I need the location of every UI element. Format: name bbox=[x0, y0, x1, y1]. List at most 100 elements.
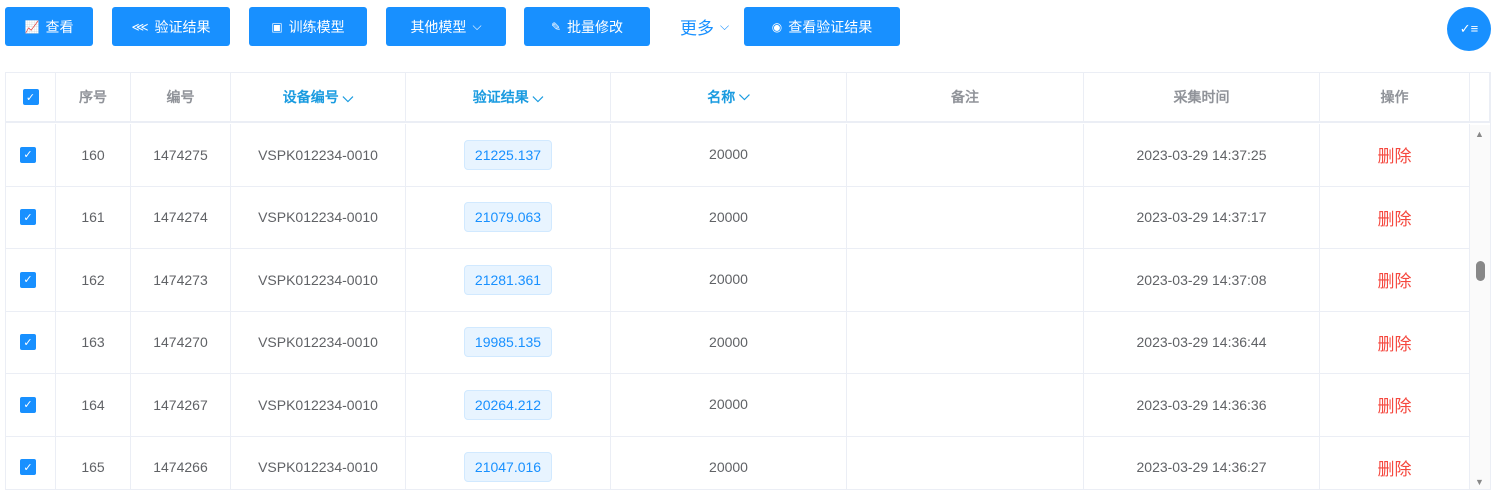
cell-action: 删除 bbox=[1320, 436, 1470, 489]
header-device[interactable]: 设备编号 ⌵ bbox=[231, 73, 406, 121]
table-row[interactable]: ✓ 160 1474275 VSPK012234-0010 21225.137 … bbox=[6, 124, 1470, 187]
header-time: 采集时间 bbox=[1084, 73, 1320, 121]
cell-name: 20000 bbox=[611, 124, 847, 186]
header-result[interactable]: 验证结果 ⌵ bbox=[406, 73, 611, 121]
select-all-checkbox[interactable]: ✓ bbox=[6, 73, 56, 121]
delete-link[interactable]: 删除 bbox=[1377, 397, 1412, 417]
cell-seq: 160 bbox=[56, 124, 131, 186]
eye-icon: ◉ bbox=[771, 19, 783, 34]
delete-link[interactable]: 删除 bbox=[1377, 459, 1412, 479]
cell-note bbox=[847, 124, 1084, 186]
other-models-dropdown[interactable]: 其他模型 ⌵ bbox=[386, 7, 506, 46]
cell-id: 1474275 bbox=[131, 124, 231, 186]
delete-link[interactable]: 删除 bbox=[1377, 272, 1412, 292]
cell-note bbox=[847, 311, 1084, 373]
view-verify-result-button[interactable]: ◉ 查看验证结果 bbox=[744, 7, 900, 46]
more-dropdown[interactable]: 更多 ⌵ bbox=[680, 7, 729, 46]
view-button[interactable]: 📈 查看 bbox=[5, 7, 93, 46]
cell-seq: 161 bbox=[56, 186, 131, 248]
check-icon: ✓ bbox=[22, 89, 39, 105]
cell-action: 删除 bbox=[1320, 311, 1470, 373]
cell-id: 1474273 bbox=[131, 249, 231, 311]
check-icon: ✓ bbox=[20, 459, 36, 476]
cell-time: 2023-03-29 14:37:08 bbox=[1084, 249, 1320, 311]
cell-device: VSPK012234-0010 bbox=[231, 249, 406, 311]
cell-note bbox=[847, 436, 1084, 489]
cell-note bbox=[847, 186, 1084, 248]
cell-result: 20264.212 bbox=[406, 374, 611, 436]
header-result-label: 验证结果 bbox=[472, 89, 529, 105]
row-checkbox[interactable]: ✓ bbox=[6, 186, 56, 248]
cell-seq: 162 bbox=[56, 249, 131, 311]
table-row[interactable]: ✓ 164 1474267 VSPK012234-0010 20264.212 … bbox=[6, 374, 1470, 437]
check-icon: ✓ bbox=[20, 334, 36, 351]
cell-device: VSPK012234-0010 bbox=[231, 311, 406, 373]
cell-name: 20000 bbox=[611, 436, 847, 489]
train-model-button[interactable]: ▣ 训练模型 bbox=[249, 7, 367, 46]
cell-seq: 165 bbox=[56, 436, 131, 489]
cell-action: 删除 bbox=[1320, 374, 1470, 436]
check-icon: ✓ bbox=[20, 271, 36, 288]
cell-device: VSPK012234-0010 bbox=[231, 124, 406, 186]
header-device-label: 设备编号 bbox=[282, 89, 339, 105]
header-gutter bbox=[1470, 73, 1490, 121]
cell-result: 21047.016 bbox=[406, 436, 611, 489]
more-label: 更多 bbox=[680, 19, 714, 38]
cell-time: 2023-03-29 14:36:36 bbox=[1084, 374, 1320, 436]
cell-result: 21079.063 bbox=[406, 186, 611, 248]
verify-result-label: 验证结果 bbox=[154, 18, 211, 35]
cell-time: 2023-03-29 14:36:44 bbox=[1084, 311, 1320, 373]
cell-name: 20000 bbox=[611, 186, 847, 248]
delete-link[interactable]: 删除 bbox=[1377, 147, 1412, 167]
cell-seq: 164 bbox=[56, 374, 131, 436]
cell-result: 21281.361 bbox=[406, 249, 611, 311]
row-checkbox[interactable]: ✓ bbox=[6, 249, 56, 311]
cell-device: VSPK012234-0010 bbox=[231, 374, 406, 436]
chart-icon: 📈 bbox=[24, 19, 40, 34]
share-icon: ⋘ bbox=[131, 19, 149, 34]
cell-note bbox=[847, 249, 1084, 311]
cell-device: VSPK012234-0010 bbox=[231, 436, 406, 489]
row-checkbox[interactable]: ✓ bbox=[6, 374, 56, 436]
cell-name: 20000 bbox=[611, 374, 847, 436]
batch-edit-button[interactable]: ✎ 批量修改 bbox=[524, 7, 650, 46]
header-action: 操作 bbox=[1320, 73, 1470, 121]
cell-time: 2023-03-29 14:36:27 bbox=[1084, 436, 1320, 489]
result-tag: 21281.361 bbox=[463, 264, 553, 295]
data-table: ✓ 序号 编号 设备编号 ⌵ 验证结果 ⌵ 名称 ⌵ 备注 采集时间 操作 ✓ … bbox=[5, 72, 1491, 490]
table-row[interactable]: ✓ 165 1474266 VSPK012234-0010 21047.016 … bbox=[6, 436, 1470, 489]
check-icon: ✓ bbox=[20, 396, 36, 413]
chevron-down-icon: ⌵ bbox=[532, 88, 544, 105]
check-icon: ✓ bbox=[20, 209, 36, 226]
cell-name: 20000 bbox=[611, 311, 847, 373]
table-row[interactable]: ✓ 161 1474274 VSPK012234-0010 21079.063 … bbox=[6, 186, 1470, 249]
cell-seq: 163 bbox=[56, 311, 131, 373]
cell-device: VSPK012234-0010 bbox=[231, 186, 406, 248]
scroll-down-icon[interactable]: ▼ bbox=[1475, 477, 1484, 487]
cell-id: 1474270 bbox=[131, 311, 231, 373]
cell-id: 1474267 bbox=[131, 374, 231, 436]
header-name[interactable]: 名称 ⌵ bbox=[611, 73, 847, 121]
cell-id: 1474266 bbox=[131, 436, 231, 489]
cell-action: 删除 bbox=[1320, 186, 1470, 248]
scrollbar-thumb[interactable] bbox=[1476, 261, 1485, 281]
row-checkbox[interactable]: ✓ bbox=[6, 124, 56, 186]
table-row[interactable]: ✓ 163 1474270 VSPK012234-0010 19985.135 … bbox=[6, 311, 1470, 374]
other-models-label: 其他模型 bbox=[410, 18, 467, 35]
row-checkbox[interactable]: ✓ bbox=[6, 311, 56, 373]
checklist-button[interactable]: ✓≡ bbox=[1447, 7, 1491, 51]
row-checkbox[interactable]: ✓ bbox=[6, 436, 56, 489]
table-row[interactable]: ✓ 162 1474273 VSPK012234-0010 21281.361 … bbox=[6, 249, 1470, 312]
vertical-scrollbar[interactable]: ▲ ▼ bbox=[1470, 125, 1490, 489]
delete-link[interactable]: 删除 bbox=[1377, 209, 1412, 229]
verify-result-button[interactable]: ⋘ 验证结果 bbox=[112, 7, 230, 46]
header-name-label: 名称 bbox=[707, 89, 736, 105]
cell-action: 删除 bbox=[1320, 124, 1470, 186]
cell-action: 删除 bbox=[1320, 249, 1470, 311]
table-header: ✓ 序号 编号 设备编号 ⌵ 验证结果 ⌵ 名称 ⌵ 备注 采集时间 操作 bbox=[6, 73, 1490, 123]
save-icon: ▣ bbox=[271, 19, 283, 34]
chevron-down-icon: ⌵ bbox=[739, 87, 750, 103]
batch-edit-label: 批量修改 bbox=[567, 18, 624, 35]
scroll-up-icon[interactable]: ▲ bbox=[1475, 129, 1484, 139]
delete-link[interactable]: 删除 bbox=[1377, 334, 1412, 354]
